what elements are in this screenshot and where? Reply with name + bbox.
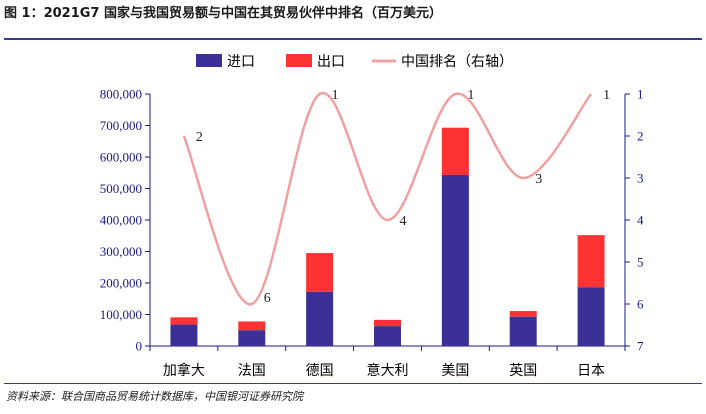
export-bar: [441, 127, 469, 175]
left-tick-label: 300,000: [100, 244, 142, 259]
export-bar: [238, 321, 266, 331]
x-category-label: 法国: [238, 363, 266, 379]
left-tick-label: 700,000: [100, 118, 142, 133]
legend-import-swatch: [196, 54, 222, 67]
source-rule: [4, 383, 702, 384]
legend-rank-label: 中国排名（右轴）: [401, 54, 513, 70]
import-bar: [509, 316, 537, 346]
import-bar: [374, 326, 401, 346]
export-bar: [374, 319, 401, 327]
import-bar: [577, 287, 605, 346]
rank-line-group: 2 6 1 4 1 3 1: [182, 88, 610, 306]
left-tick-label: 800,000: [100, 87, 142, 102]
chart-bars: [170, 127, 605, 346]
import-bar: [170, 324, 198, 346]
x-category-label: 加拿大: [163, 362, 205, 379]
import-bar: [441, 174, 469, 346]
legend-export-label: 出口: [317, 54, 345, 70]
x-category-label: 美国: [441, 363, 469, 379]
rank-data-label: 1: [332, 88, 339, 103]
left-tick-label: 600,000: [100, 150, 142, 165]
left-tick-label: 200,000: [100, 276, 142, 291]
legend-import-label: 进口: [227, 54, 255, 70]
rank-data-label: 2: [196, 130, 203, 145]
right-tick-label: 4: [637, 213, 644, 228]
rank-data-label: 1: [603, 88, 610, 103]
rank-data-label: 3: [535, 172, 542, 187]
left-tick-label: 0: [136, 339, 143, 354]
import-bar: [306, 291, 334, 346]
right-tick-label: 3: [637, 171, 644, 186]
export-bar: [577, 235, 605, 288]
left-tick-label: 400,000: [100, 213, 142, 228]
export-bar: [509, 311, 537, 317]
rank-line: [182, 92, 593, 306]
right-tick-label: 5: [637, 255, 644, 270]
x-category-label: 日本: [577, 363, 605, 379]
right-tick-label: 6: [637, 297, 644, 312]
left-tick-label: 500,000: [100, 181, 142, 196]
figure-title: 图 1：2021G7 国家与我国贸易额与中国在其贸易伙伴中排名（百万美元）: [4, 6, 442, 21]
rank-data-label: 4: [400, 214, 407, 229]
x-category-label: 意大利: [367, 362, 409, 379]
title-rule: [4, 38, 702, 40]
import-bar: [238, 330, 266, 346]
x-category-label: 德国: [306, 363, 334, 379]
source-note: 资料来源：联合国商品贸易统计数据库，中国银河证券研究院: [6, 390, 303, 403]
export-bar: [170, 317, 198, 325]
chart-axes: 0 100,000 200,000 300,000 400,000 500,000 600,…: [100, 87, 644, 380]
right-tick-label: 2: [637, 129, 644, 144]
rank-data-label: 6: [264, 291, 271, 306]
right-tick-label: 1: [637, 87, 644, 102]
legend-export-swatch: [286, 54, 312, 67]
export-bar: [306, 253, 334, 292]
rank-data-label: 1: [467, 88, 474, 103]
x-category-label: 英国: [509, 362, 537, 379]
right-tick-label: 7: [637, 339, 644, 354]
chart-legend: 进口 出口 中国排名（右轴）: [196, 54, 513, 70]
left-tick-label: 100,000: [100, 307, 142, 322]
